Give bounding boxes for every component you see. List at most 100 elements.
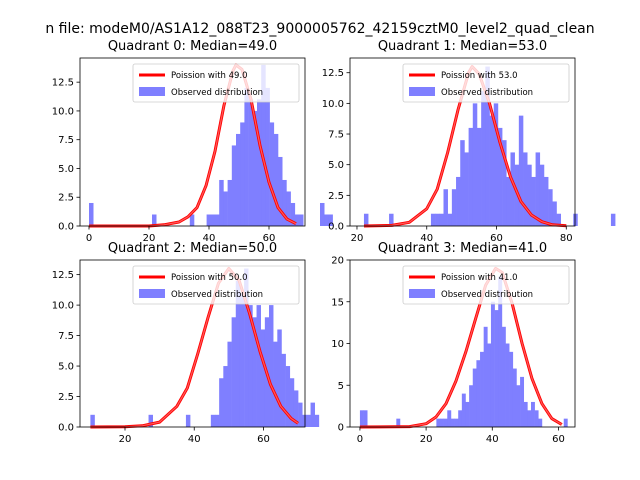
legend-label-poisson: Poission with 50.0 <box>171 273 248 283</box>
histogram-bar <box>294 214 300 226</box>
histogram-bar <box>548 189 553 226</box>
legend-label-poisson: Poission with 41.0 <box>441 273 518 283</box>
histogram-bar <box>231 317 237 427</box>
histogram-bar <box>210 214 216 226</box>
y-tick-label: 20 <box>331 256 344 267</box>
histogram-bar <box>298 402 303 427</box>
histogram-bar <box>290 202 296 226</box>
histogram-bar <box>469 385 474 427</box>
histogram-bar <box>152 214 157 226</box>
histogram-bar <box>240 122 245 226</box>
histogram-bar <box>219 179 224 226</box>
histogram-bar <box>472 368 477 427</box>
legend-label-observed: Observed distribution <box>441 88 533 98</box>
y-tick-label: 12.5 <box>52 270 74 281</box>
x-tick-label: 60 <box>257 434 270 445</box>
x-tick-label: 20 <box>351 233 364 244</box>
histogram-bar <box>440 418 444 427</box>
legend-swatch-observed <box>409 289 435 298</box>
legend: Poission with 53.0 Observed distribution <box>402 63 570 103</box>
histogram-bar <box>461 393 466 427</box>
histogram-bar <box>512 368 517 427</box>
histogram-bar <box>314 414 320 427</box>
x-tick-label: 60 <box>263 233 276 244</box>
legend-swatch-observed <box>409 87 435 96</box>
histogram-bar <box>494 310 499 427</box>
histogram-bar <box>489 115 495 226</box>
histogram-bar <box>215 414 220 427</box>
histogram-bar <box>261 64 266 226</box>
histogram-bar <box>539 164 545 226</box>
x-tick-label: 40 <box>486 434 499 445</box>
y-tick-label: 15 <box>331 297 344 308</box>
histogram-bar <box>89 202 94 226</box>
histogram-bar <box>527 164 532 226</box>
histogram-bar <box>252 317 257 427</box>
subplot-title: Quadrant 3: Median=41.0 <box>378 241 547 256</box>
y-tick-label: 0.0 <box>58 222 74 233</box>
histogram-bar <box>483 326 488 427</box>
histogram-bar <box>299 214 304 226</box>
histogram-bar <box>260 329 266 427</box>
legend-box <box>132 63 300 103</box>
histogram-bar <box>363 213 369 226</box>
histogram-bar <box>502 140 507 226</box>
histogram-bar <box>485 66 490 226</box>
histogram-bar <box>236 133 241 226</box>
histogram-bar <box>227 179 233 226</box>
histogram-bar <box>501 326 506 427</box>
poisson-curve-highlight <box>89 63 297 227</box>
legend-box <box>402 265 570 305</box>
y-tick-label: 5.0 <box>328 160 344 171</box>
subplot-grid: 0 20 40 60 0.0 2.5 5.0 7.5 10.0 12.5 Quadrant 0: M… <box>52 39 616 445</box>
histogram-bar <box>447 410 452 427</box>
histogram-bar <box>273 133 279 226</box>
histogram-bar <box>530 401 535 427</box>
y-tick-label: 12.5 <box>52 78 74 89</box>
histogram-bar <box>185 414 191 427</box>
y-tick-label: 7.5 <box>328 130 344 141</box>
histogram-bar <box>269 122 275 226</box>
histogram-bar <box>302 414 307 427</box>
histogram-bar <box>436 418 441 427</box>
x-tick-label: 20 <box>119 434 132 445</box>
histogram-bar <box>493 103 499 226</box>
y-tick-label: 2.5 <box>58 392 74 403</box>
subplot-quadrant-0: 0 20 40 60 0.0 2.5 5.0 7.5 10.0 12.5 Quadrant 0: M… <box>52 39 333 244</box>
histogram-bar <box>505 343 510 427</box>
histogram-bar <box>573 213 578 226</box>
histogram-bar <box>328 214 333 226</box>
histogram-bar <box>324 214 329 226</box>
subplot-title: Quadrant 1: Median=53.0 <box>378 39 547 54</box>
histogram-bar <box>90 414 95 427</box>
histogram-bar <box>396 418 401 427</box>
histogram-bar <box>310 402 315 427</box>
y-tick-label: 2.5 <box>328 191 344 202</box>
histogram-bar <box>235 280 241 427</box>
legend-label-observed: Observed distribution <box>171 290 263 300</box>
subplot-title: Quadrant 0: Median=49.0 <box>108 39 277 54</box>
x-tick-label: 60 <box>490 233 503 244</box>
histogram-bar <box>487 343 492 427</box>
histogram-bar <box>460 140 465 226</box>
histogram-bar <box>443 418 448 427</box>
histogram-bar <box>520 376 525 427</box>
x-tick-label: 0 <box>86 233 92 244</box>
y-tick-label: 0.0 <box>328 222 344 233</box>
poisson-curve <box>89 63 297 228</box>
x-tick-label: 80 <box>560 233 573 244</box>
y-tick-label: 0 <box>338 423 344 434</box>
subplot-quadrant-2: 20 40 60 0.0 2.5 5.0 7.5 10.0 12.5 Quadrant 2: Me… <box>52 241 320 445</box>
histogram-bar <box>285 366 291 427</box>
histogram-bar <box>535 152 541 226</box>
histogram-bar <box>282 179 287 226</box>
histogram-bar <box>248 99 254 226</box>
legend-label-observed: Observed distribution <box>441 290 533 300</box>
histogram-bar <box>244 268 249 427</box>
y-tick-label: 7.5 <box>58 135 74 146</box>
legend: Poission with 41.0 Observed distribution <box>402 265 570 305</box>
histogram-bar <box>244 87 249 226</box>
histogram-bar <box>509 351 514 427</box>
legend-label-observed: Observed distribution <box>171 88 263 98</box>
